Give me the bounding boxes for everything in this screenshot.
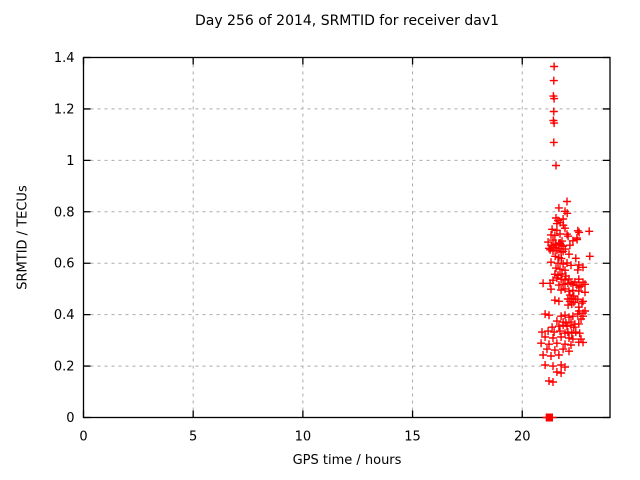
y-tick-label: 0.8 xyxy=(54,205,75,220)
y-tick-label: 0 xyxy=(66,411,74,426)
x-tick-label: 0 xyxy=(79,430,87,445)
x-axis-label: GPS time / hours xyxy=(292,453,402,468)
x-tick-label: 10 xyxy=(295,430,312,445)
plot-border xyxy=(82,56,611,419)
tick-marks xyxy=(82,56,610,419)
gridlines xyxy=(83,57,610,418)
x-tick-label: 15 xyxy=(404,430,421,445)
y-axis-label: SRMTID / TECUs xyxy=(15,185,31,290)
x-tick-label: 5 xyxy=(189,430,197,445)
y-tick-label: 1.2 xyxy=(54,102,75,117)
x-tick-label: 20 xyxy=(514,430,531,445)
y-tick-label: 0.4 xyxy=(54,308,75,323)
series-srmtid-points xyxy=(537,62,594,422)
y-tick-label: 0.6 xyxy=(54,257,75,272)
y-tick-label: 0.2 xyxy=(54,360,75,375)
chart-title: Day 256 of 2014, SRMTID for receiver dav… xyxy=(194,13,500,29)
y-tick-label: 1 xyxy=(66,154,74,169)
y-tick-label: 1.4 xyxy=(54,51,75,66)
